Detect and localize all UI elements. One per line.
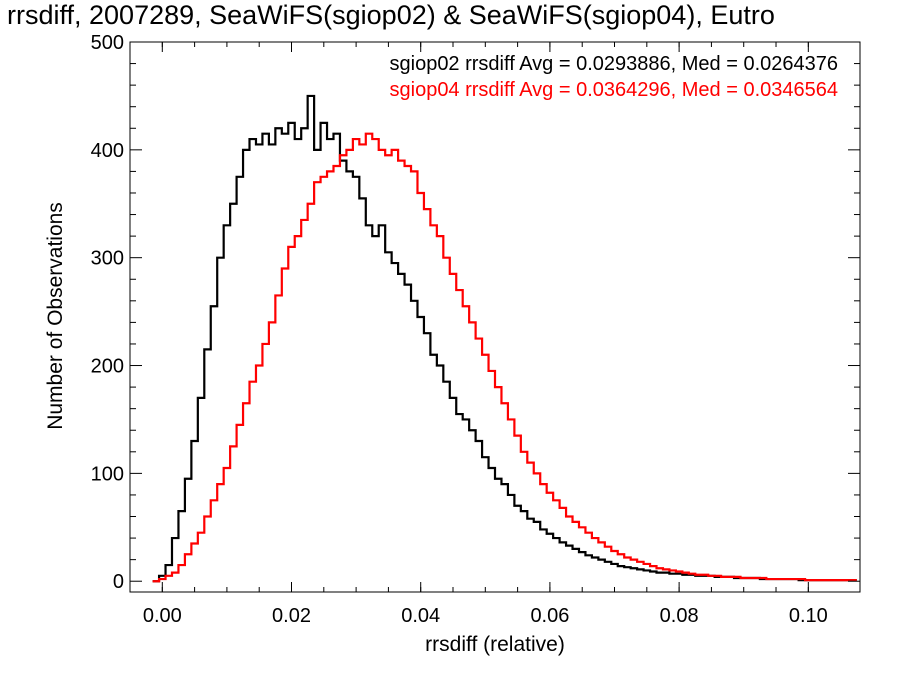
x-tick-label: 0.10 [789,605,828,627]
series-line-1 [152,132,857,583]
y-tick-label: 100 [91,463,124,485]
y-tick-label: 300 [91,248,124,270]
series-line-0 [152,94,857,583]
series-layer [152,94,857,583]
x-tick-label: 0.00 [143,605,182,627]
x-tick-label: 0.04 [401,605,440,627]
x-tick-label: 0.06 [530,605,569,627]
chart-title: rrsdiff, 2007289, SeaWiFS(sgiop02) & Sea… [7,0,775,30]
legend-annotation-sgiop02: sgiop02 rrsdiff Avg = 0.0293886, Med = 0… [390,53,839,75]
x-tick-label: 0.02 [272,605,311,627]
y-axis-label: Number of Observations [44,202,67,430]
y-tick-label: 500 [91,32,124,54]
legend-annotation-sgiop04: sgiop04 rrsdiff Avg = 0.0364296, Med = 0… [390,79,839,101]
x-axis-label: rrsdiff (relative) [425,633,565,656]
y-tick-label: 200 [91,356,124,378]
y-tick-label: 400 [91,140,124,162]
axes: 0.00 0.02 0.04 0.06 0.08 0.10 0 100 200 300 400 500 [91,32,861,627]
x-tick-label: 0.08 [660,605,699,627]
y-tick-label: 0 [113,571,124,593]
plot-frame [129,41,861,593]
